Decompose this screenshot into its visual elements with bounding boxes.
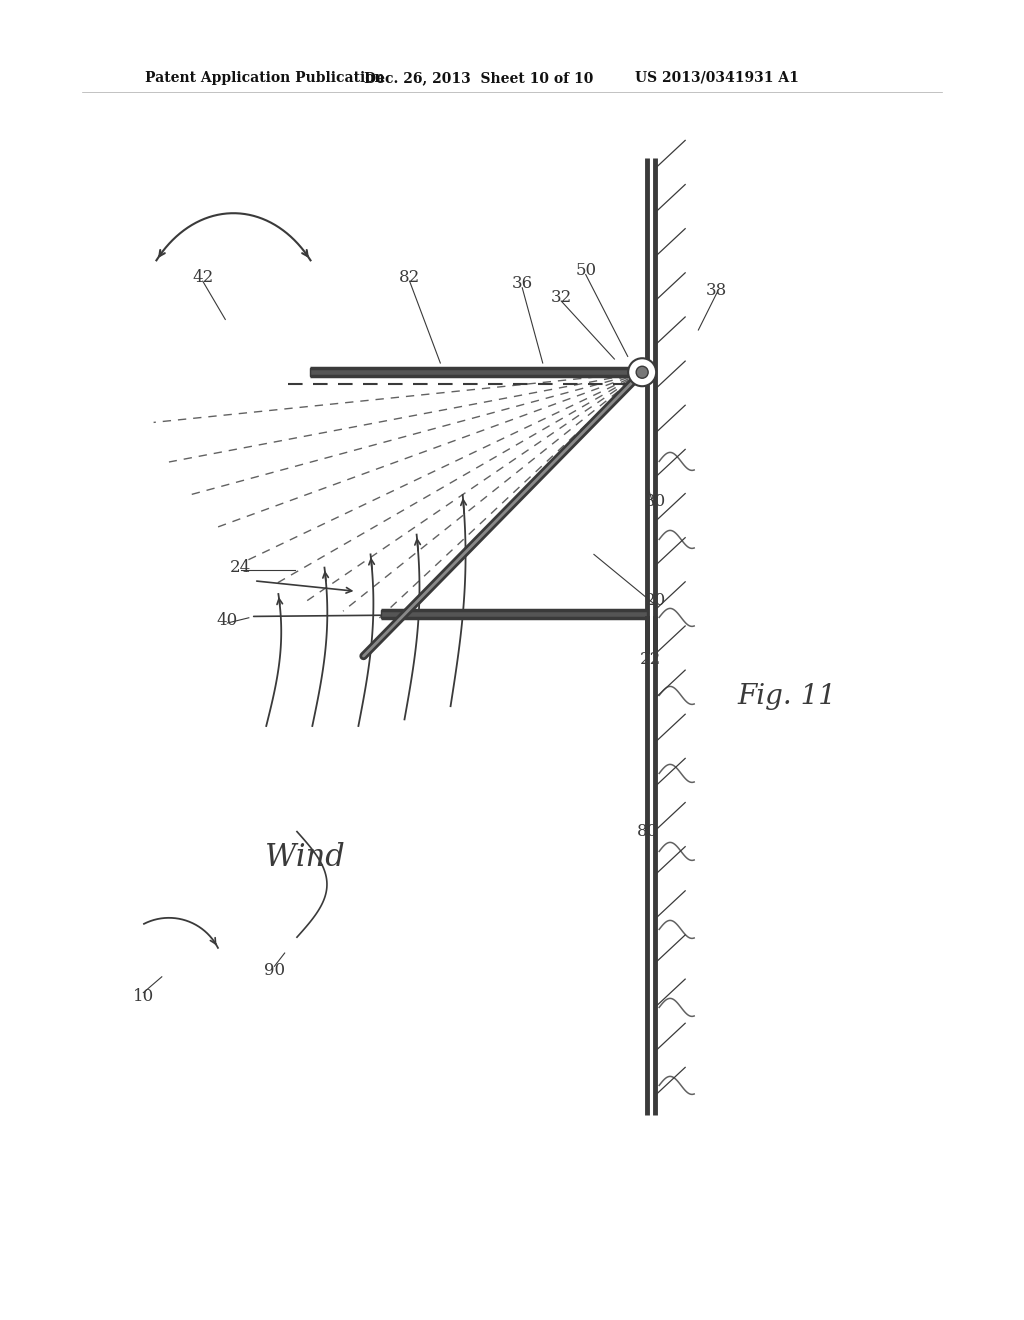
Text: 24: 24 bbox=[230, 560, 251, 576]
Text: 36: 36 bbox=[512, 276, 532, 292]
Text: 30: 30 bbox=[645, 494, 666, 510]
Text: 32: 32 bbox=[551, 289, 571, 305]
Text: 82: 82 bbox=[399, 269, 420, 285]
Text: 42: 42 bbox=[193, 269, 213, 285]
Text: 80: 80 bbox=[637, 824, 657, 840]
Text: 38: 38 bbox=[707, 282, 727, 298]
Text: 10: 10 bbox=[133, 989, 154, 1005]
Bar bbox=[310, 368, 647, 376]
Text: 20: 20 bbox=[645, 593, 666, 609]
Circle shape bbox=[636, 366, 648, 379]
Text: 22: 22 bbox=[640, 652, 660, 668]
Text: Patent Application Publication: Patent Application Publication bbox=[145, 71, 385, 84]
Text: 90: 90 bbox=[264, 962, 285, 978]
Bar bbox=[381, 610, 647, 618]
Text: Dec. 26, 2013  Sheet 10 of 10: Dec. 26, 2013 Sheet 10 of 10 bbox=[364, 71, 593, 84]
Text: 50: 50 bbox=[575, 263, 596, 279]
Text: 40: 40 bbox=[217, 612, 238, 628]
Text: US 2013/0341931 A1: US 2013/0341931 A1 bbox=[635, 71, 799, 84]
Text: Wind: Wind bbox=[265, 842, 345, 874]
Circle shape bbox=[628, 358, 656, 387]
Text: Fig. 11: Fig. 11 bbox=[737, 684, 837, 710]
